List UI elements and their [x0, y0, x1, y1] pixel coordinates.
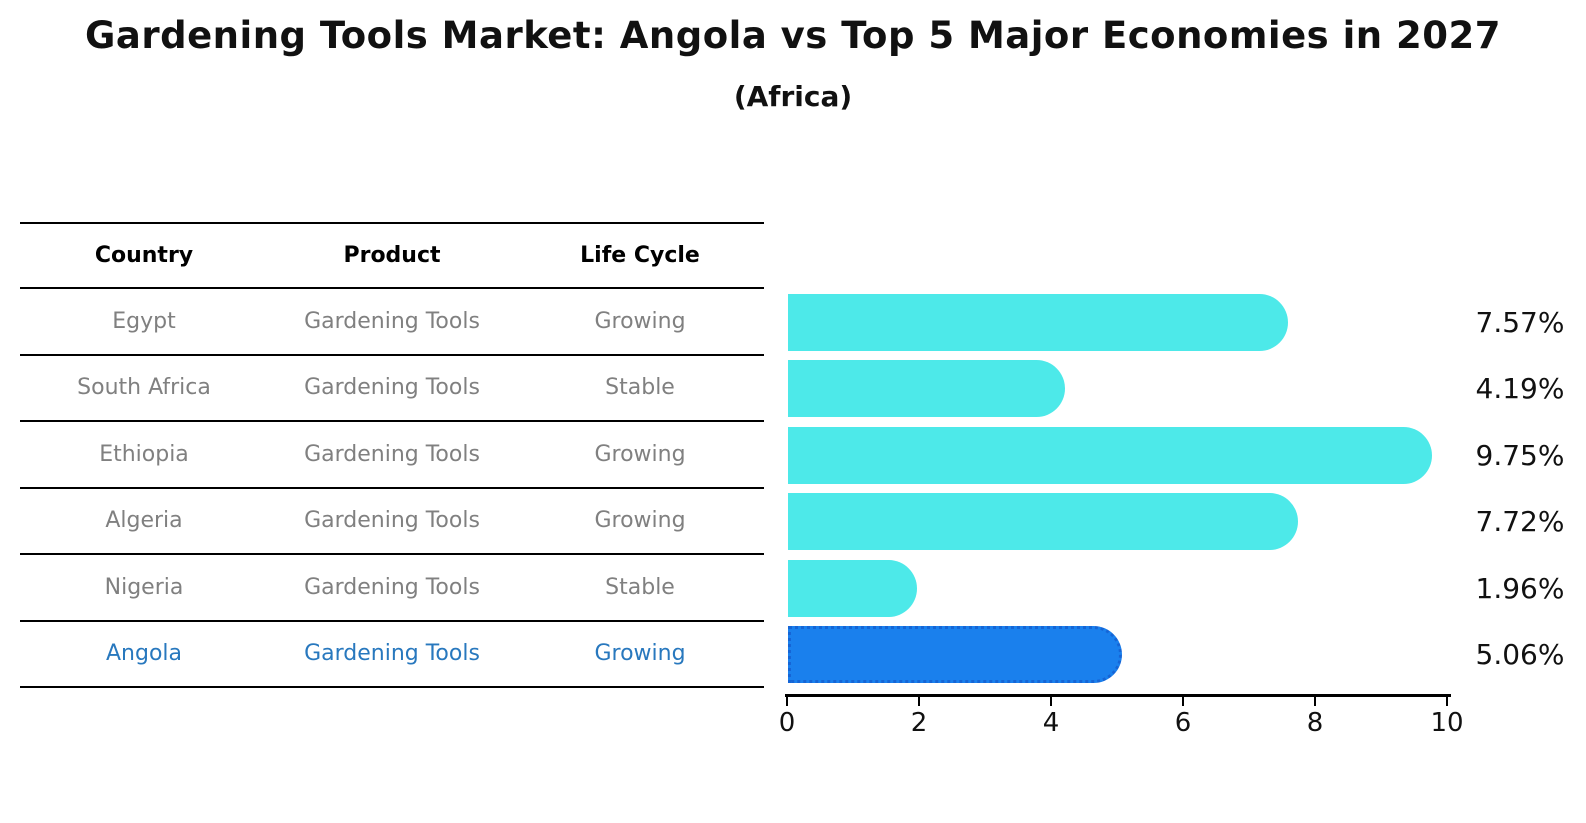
column-header-life-cycle: Life Cycle — [580, 243, 700, 268]
x-axis-tick — [1446, 697, 1448, 706]
bar-ethiopia — [788, 426, 1432, 484]
x-axis-tick — [786, 697, 788, 706]
table-row-angola: Angola Gardening Tools Growing — [20, 622, 764, 688]
cell-country: Angola — [105, 641, 182, 667]
bar-chart-plot-area — [788, 289, 1448, 688]
cell-product: Gardening Tools — [304, 641, 480, 667]
cell-country: Egypt — [112, 308, 176, 334]
bar-row-ethiopia — [788, 422, 1448, 489]
x-axis-tick-label: 6 — [1174, 708, 1192, 738]
table-row-ethiopia: Ethiopia Gardening Tools Growing — [20, 422, 764, 489]
x-axis-tick — [1314, 697, 1316, 706]
cell-product: Gardening Tools — [304, 375, 480, 401]
bar-row-south-africa — [788, 356, 1448, 423]
x-axis-tick — [1050, 697, 1052, 706]
cell-life-cycle: Stable — [605, 574, 675, 600]
cell-product: Gardening Tools — [304, 574, 480, 600]
x-axis-tick — [1182, 697, 1184, 706]
cell-life-cycle: Growing — [594, 441, 686, 467]
bar-nigeria — [788, 559, 918, 617]
table-row-nigeria: Nigeria Gardening Tools Stable — [20, 555, 764, 622]
x-axis-line — [785, 694, 1451, 697]
cell-country: Ethiopia — [99, 441, 189, 467]
cell-country: Algeria — [105, 508, 183, 534]
bar-angola-highlighted — [788, 626, 1122, 684]
x-axis-tick — [918, 697, 920, 706]
table-row-egypt: Egypt Gardening Tools Growing — [20, 289, 764, 356]
x-axis-tick-label: 10 — [1430, 708, 1464, 738]
table-header-row: Country Product Life Cycle — [20, 224, 764, 289]
value-label-ethiopia: 9.75% — [1475, 438, 1565, 472]
cell-life-cycle: Growing — [594, 508, 686, 534]
bar-egypt — [788, 293, 1288, 351]
column-header-product: Product — [343, 243, 441, 268]
bar-algeria — [788, 493, 1298, 551]
bar-value-labels: 7.57% 4.19% 9.75% 7.72% 1.96% 5.06% — [1460, 289, 1580, 688]
bar-row-nigeria — [788, 555, 1448, 622]
bar-row-egypt — [788, 289, 1448, 356]
value-label-algeria: 7.72% — [1475, 505, 1565, 539]
x-axis-tick-label: 0 — [778, 708, 796, 738]
cell-product: Gardening Tools — [304, 308, 480, 334]
value-label-nigeria: 1.96% — [1475, 571, 1565, 605]
value-label-south-africa: 4.19% — [1475, 372, 1565, 406]
table-row-algeria: Algeria Gardening Tools Growing — [20, 489, 764, 555]
x-axis-tick-label: 8 — [1306, 708, 1324, 738]
cell-life-cycle: Growing — [594, 641, 686, 667]
chart-title: Gardening Tools Market: Angola vs Top 5 … — [85, 14, 1501, 57]
column-header-country: Country — [94, 243, 194, 268]
cell-life-cycle: Growing — [594, 308, 686, 334]
cell-country: Nigeria — [104, 574, 184, 600]
country-table: Country Product Life Cycle Egypt Gardeni… — [20, 222, 764, 688]
chart-subtitle: (Africa) — [733, 80, 853, 113]
x-axis-tick-label: 2 — [910, 708, 928, 738]
cell-product: Gardening Tools — [304, 441, 480, 467]
value-label-angola: 5.06% — [1475, 638, 1565, 672]
bar-row-angola — [788, 622, 1448, 689]
value-label-egypt: 7.57% — [1475, 305, 1565, 339]
bar-south-africa — [788, 360, 1065, 418]
cell-product: Gardening Tools — [304, 508, 480, 534]
x-axis-tick-label: 4 — [1042, 708, 1060, 738]
table-row-south-africa: South Africa Gardening Tools Stable — [20, 356, 764, 422]
cell-country: South Africa — [77, 375, 211, 401]
bar-row-algeria — [788, 489, 1448, 556]
cell-life-cycle: Stable — [605, 375, 675, 401]
